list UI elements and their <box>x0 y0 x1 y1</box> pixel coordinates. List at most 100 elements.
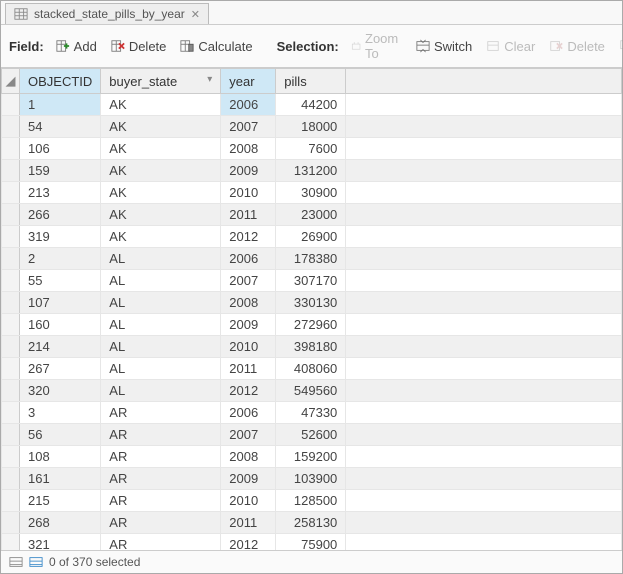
cell-pills[interactable]: 103900 <box>276 468 346 490</box>
cell-pills[interactable]: 178380 <box>276 248 346 270</box>
cell-year[interactable]: 2010 <box>221 490 276 512</box>
table-row[interactable]: 56AR200752600 <box>2 424 622 446</box>
cell-pills[interactable]: 307170 <box>276 270 346 292</box>
row-selector[interactable] <box>2 116 20 138</box>
cell-buyer-state[interactable]: AL <box>101 358 221 380</box>
cell-pills[interactable]: 272960 <box>276 314 346 336</box>
cell-objectid[interactable]: 56 <box>20 424 101 446</box>
cell-pills[interactable]: 18000 <box>276 116 346 138</box>
table-row[interactable]: 2AL2006178380 <box>2 248 622 270</box>
cell-buyer-state[interactable]: AR <box>101 446 221 468</box>
corner-cell[interactable]: ◢ <box>2 69 20 94</box>
cell-buyer-state[interactable]: AK <box>101 226 221 248</box>
cell-objectid[interactable]: 106 <box>20 138 101 160</box>
cell-objectid[interactable]: 159 <box>20 160 101 182</box>
row-selector[interactable] <box>2 248 20 270</box>
row-selector[interactable] <box>2 292 20 314</box>
row-selector[interactable] <box>2 160 20 182</box>
cell-buyer-state[interactable]: AR <box>101 424 221 446</box>
cell-pills[interactable]: 52600 <box>276 424 346 446</box>
row-selector[interactable] <box>2 336 20 358</box>
copy-button[interactable]: Copy <box>615 37 623 56</box>
table-row[interactable]: 161AR2009103900 <box>2 468 622 490</box>
cell-objectid[interactable]: 320 <box>20 380 101 402</box>
table-view-icon[interactable] <box>9 555 23 569</box>
cell-pills[interactable]: 44200 <box>276 94 346 116</box>
cell-buyer-state[interactable]: AL <box>101 380 221 402</box>
cell-objectid[interactable]: 160 <box>20 314 101 336</box>
table-row[interactable]: 266AK201123000 <box>2 204 622 226</box>
cell-pills[interactable]: 75900 <box>276 534 346 551</box>
cell-year[interactable]: 2012 <box>221 380 276 402</box>
cell-buyer-state[interactable]: AK <box>101 94 221 116</box>
cell-pills[interactable]: 330130 <box>276 292 346 314</box>
cell-objectid[interactable]: 3 <box>20 402 101 424</box>
cell-year[interactable]: 2009 <box>221 160 276 182</box>
cell-year[interactable]: 2006 <box>221 248 276 270</box>
cell-pills[interactable]: 7600 <box>276 138 346 160</box>
cell-year[interactable]: 2007 <box>221 116 276 138</box>
cell-pills[interactable]: 549560 <box>276 380 346 402</box>
cell-buyer-state[interactable]: AR <box>101 490 221 512</box>
cell-year[interactable]: 2009 <box>221 468 276 490</box>
cell-year[interactable]: 2012 <box>221 534 276 551</box>
cell-buyer-state[interactable]: AL <box>101 270 221 292</box>
cell-year[interactable]: 2006 <box>221 94 276 116</box>
table-row[interactable]: 267AL2011408060 <box>2 358 622 380</box>
table-row[interactable]: 55AL2007307170 <box>2 270 622 292</box>
table-row[interactable]: 215AR2010128500 <box>2 490 622 512</box>
table-row[interactable]: 214AL2010398180 <box>2 336 622 358</box>
table-row[interactable]: 1AK200644200 <box>2 94 622 116</box>
column-header-pills[interactable]: pills <box>276 69 346 94</box>
cell-buyer-state[interactable]: AL <box>101 314 221 336</box>
cell-year[interactable]: 2007 <box>221 424 276 446</box>
cell-year[interactable]: 2008 <box>221 292 276 314</box>
selected-view-icon[interactable] <box>29 555 43 569</box>
cell-objectid[interactable]: 266 <box>20 204 101 226</box>
cell-buyer-state[interactable]: AK <box>101 116 221 138</box>
cell-objectid[interactable]: 107 <box>20 292 101 314</box>
cell-year[interactable]: 2010 <box>221 336 276 358</box>
table-row[interactable]: 160AL2009272960 <box>2 314 622 336</box>
row-selector[interactable] <box>2 226 20 248</box>
cell-buyer-state[interactable]: AR <box>101 512 221 534</box>
table-row[interactable]: 268AR2011258130 <box>2 512 622 534</box>
cell-objectid[interactable]: 55 <box>20 270 101 292</box>
cell-year[interactable]: 2007 <box>221 270 276 292</box>
zoom-to-button[interactable]: Zoom To <box>347 29 406 63</box>
table-row[interactable]: 320AL2012549560 <box>2 380 622 402</box>
cell-year[interactable]: 2011 <box>221 358 276 380</box>
cell-objectid[interactable]: 161 <box>20 468 101 490</box>
cell-year[interactable]: 2010 <box>221 182 276 204</box>
cell-buyer-state[interactable]: AR <box>101 468 221 490</box>
cell-objectid[interactable]: 54 <box>20 116 101 138</box>
column-header-year[interactable]: year <box>221 69 276 94</box>
cell-objectid[interactable]: 2 <box>20 248 101 270</box>
close-icon[interactable]: ✕ <box>191 8 200 21</box>
table-row[interactable]: 3AR200647330 <box>2 402 622 424</box>
clear-button[interactable]: Clear <box>482 37 539 56</box>
column-header-buyer-state[interactable]: buyer_state▾ <box>101 69 221 94</box>
cell-pills[interactable]: 258130 <box>276 512 346 534</box>
cell-pills[interactable]: 47330 <box>276 402 346 424</box>
add-field-button[interactable]: Add <box>52 37 101 56</box>
tab-active[interactable]: stacked_state_pills_by_year ✕ <box>5 3 209 24</box>
row-selector[interactable] <box>2 270 20 292</box>
cell-buyer-state[interactable]: AK <box>101 182 221 204</box>
cell-objectid[interactable]: 213 <box>20 182 101 204</box>
table-row[interactable]: 107AL2008330130 <box>2 292 622 314</box>
row-selector[interactable] <box>2 380 20 402</box>
table-row[interactable]: 321AR201275900 <box>2 534 622 551</box>
cell-pills[interactable]: 26900 <box>276 226 346 248</box>
cell-buyer-state[interactable]: AR <box>101 402 221 424</box>
selection-delete-button[interactable]: Delete <box>545 37 609 56</box>
row-selector[interactable] <box>2 468 20 490</box>
cell-year[interactable]: 2009 <box>221 314 276 336</box>
calculate-button[interactable]: Calculate <box>176 37 256 56</box>
cell-buyer-state[interactable]: AK <box>101 160 221 182</box>
table-row[interactable]: 54AK200718000 <box>2 116 622 138</box>
cell-buyer-state[interactable]: AK <box>101 204 221 226</box>
cell-pills[interactable]: 159200 <box>276 446 346 468</box>
cell-buyer-state[interactable]: AL <box>101 248 221 270</box>
row-selector[interactable] <box>2 512 20 534</box>
